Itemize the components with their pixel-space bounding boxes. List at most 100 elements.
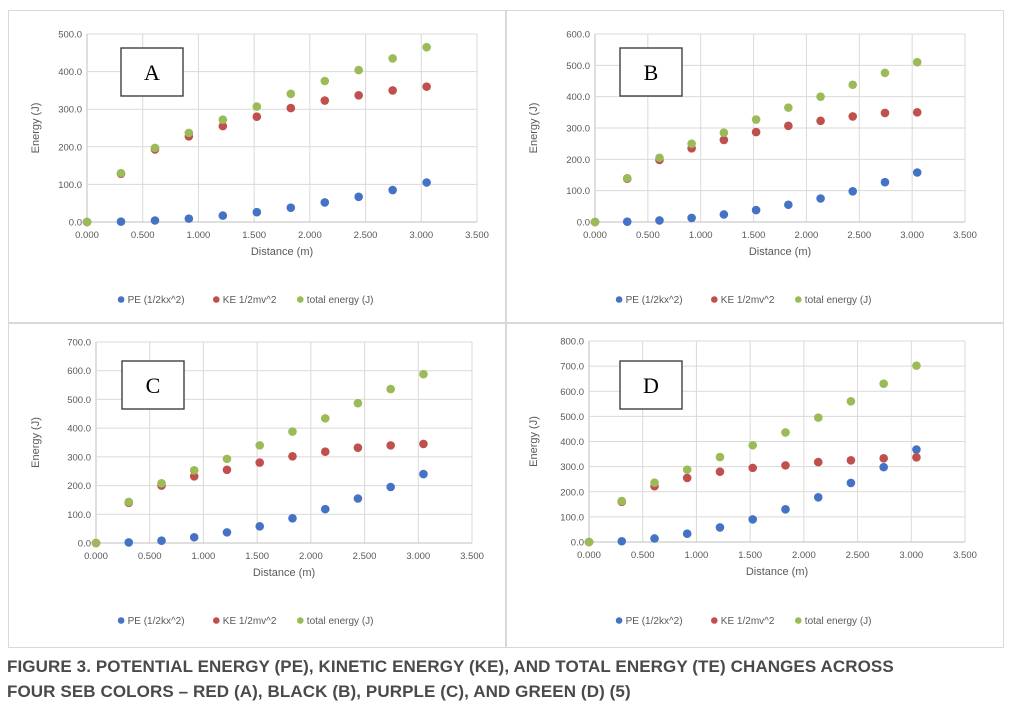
y-tick-label: 500.0	[58, 30, 82, 41]
y-tick-label: 500.0	[566, 61, 590, 72]
y-tick-label: 400.0	[560, 437, 584, 448]
x-axis-title: Distance (m)	[253, 567, 315, 579]
x-tick-label: 0.500	[636, 230, 660, 241]
data-point-series-3	[388, 54, 397, 63]
x-tick-label: 3.500	[465, 230, 489, 241]
legend-label: KE 1/2mv^2	[721, 295, 775, 306]
panel-label: D	[643, 373, 659, 398]
data-point-series-3	[748, 440, 758, 450]
data-point-series-3	[150, 143, 160, 153]
x-tick-label: 2.000	[795, 230, 819, 241]
data-point-series-2	[846, 456, 856, 465]
x-tick-label: 1.000	[685, 550, 709, 561]
data-point-series-1	[222, 528, 232, 537]
data-point-series-2	[848, 112, 858, 121]
y-tick-label: 300.0	[560, 462, 584, 473]
data-point-series-2	[912, 453, 921, 462]
data-point-series-1	[682, 529, 692, 539]
data-point-series-3	[218, 115, 228, 125]
y-tick-label: 300.0	[58, 105, 82, 116]
x-tick-label: 3.500	[953, 230, 977, 241]
data-point-series-3	[354, 65, 363, 75]
panel-label: B	[644, 60, 659, 85]
chart-legend: PE (1/2kx^2) KE 1/2mv^2 total energy (J)	[615, 616, 872, 627]
y-tick-label: 300.0	[566, 124, 590, 135]
data-point-series-3	[252, 102, 262, 111]
data-point-series-2	[218, 121, 228, 131]
y-tick-label: 600.0	[560, 387, 584, 398]
data-point-series-1	[157, 536, 166, 546]
data-point-series-3	[622, 173, 632, 183]
x-tick-label: 0.500	[631, 550, 655, 561]
x-tick-label: 0.000	[84, 551, 108, 562]
data-point-series-3	[189, 466, 199, 475]
data-point-series-1	[781, 505, 790, 514]
data-point-series-2	[816, 116, 825, 126]
data-point-series-1	[184, 214, 194, 223]
data-point-series-2	[715, 467, 725, 476]
data-point-series-2	[682, 473, 692, 483]
y-tick-label: 100.0	[58, 180, 82, 191]
data-point-series-3	[419, 369, 428, 379]
scatter-chart-svg: 0.000 0.500 1.000 1.500 2.000 2.500 3.000 3.500…	[528, 337, 977, 628]
y-tick-label: 700.0	[560, 362, 584, 373]
data-point-series-1	[353, 494, 363, 503]
legend-label: KE 1/2mv^2	[223, 616, 277, 627]
data-point-series-3	[584, 537, 594, 547]
data-point-series-2	[419, 439, 428, 449]
x-tick-label: 3.000	[900, 230, 924, 241]
panel-label-box	[619, 47, 683, 97]
x-tick-label: 3.500	[460, 551, 484, 562]
data-point-series-1	[748, 515, 758, 524]
y-tick-label: 100.0	[560, 512, 584, 523]
y-tick-label: 600.0	[67, 366, 91, 377]
x-tick-label: 3.000	[409, 230, 433, 241]
data-point-series-2	[255, 458, 265, 467]
x-tick-label: 2.500	[353, 551, 377, 562]
data-point-series-3	[320, 76, 330, 86]
data-point-series-1	[286, 203, 296, 213]
scatter-chart-svg: 0.000 0.500 1.000 1.500 2.000 2.500 3.000 3.500…	[30, 30, 489, 307]
y-tick-label: 100.0	[566, 186, 590, 197]
figure-3-grid: 0.000 0.500 1.000 1.500 2.000 2.500 3.000 3.500…	[8, 10, 1004, 648]
data-point-series-3	[320, 414, 330, 423]
data-point-series-3	[816, 92, 825, 101]
y-tick-label: 800.0	[560, 337, 584, 348]
legend-marker-series-3	[297, 617, 304, 624]
x-axis-title: Distance (m)	[746, 566, 808, 578]
data-point-series-1	[813, 492, 823, 502]
data-point-series-2	[353, 443, 363, 452]
data-point-series-2	[880, 108, 890, 118]
y-axis-title: Energy (J)	[30, 103, 42, 154]
data-point-series-3	[719, 128, 729, 137]
data-point-series-1	[650, 534, 659, 543]
data-point-series-1	[116, 217, 126, 226]
panel-label-box	[619, 360, 683, 410]
data-point-series-1	[687, 213, 696, 223]
data-point-series-3	[590, 217, 600, 227]
x-tick-label: 1.500	[742, 230, 766, 241]
y-tick-label: 0.0	[69, 218, 82, 229]
panel-label-box	[121, 360, 185, 410]
x-tick-label: 1.500	[245, 551, 269, 562]
data-point-series-1	[288, 514, 297, 523]
y-tick-label: 300.0	[67, 452, 91, 463]
legend-label: KE 1/2mv^2	[721, 616, 775, 627]
legend-marker-series-1	[117, 296, 125, 303]
data-point-series-2	[751, 127, 761, 137]
y-tick-label: 200.0	[566, 155, 590, 166]
data-point-series-3	[687, 139, 696, 148]
x-tick-label: 1.500	[738, 550, 762, 561]
x-tick-label: 0.000	[583, 230, 607, 241]
chart-panel-d: 0.000 0.500 1.000 1.500 2.000 2.500 3.000 3.500…	[506, 323, 1004, 648]
data-point-series-1	[189, 532, 199, 542]
x-tick-label: 3.000	[406, 551, 430, 562]
scatter-chart-svg: 0.000 0.500 1.000 1.500 2.000 2.500 3.000 3.500…	[30, 338, 484, 628]
x-axis-title: Distance (m)	[251, 246, 313, 258]
panel-label: C	[146, 373, 161, 398]
y-tick-label: 100.0	[67, 510, 91, 521]
y-tick-label: 0.0	[577, 218, 590, 229]
data-point-series-2	[354, 90, 363, 100]
data-point-series-1	[848, 186, 858, 196]
y-axis-title: Energy (J)	[528, 103, 540, 154]
